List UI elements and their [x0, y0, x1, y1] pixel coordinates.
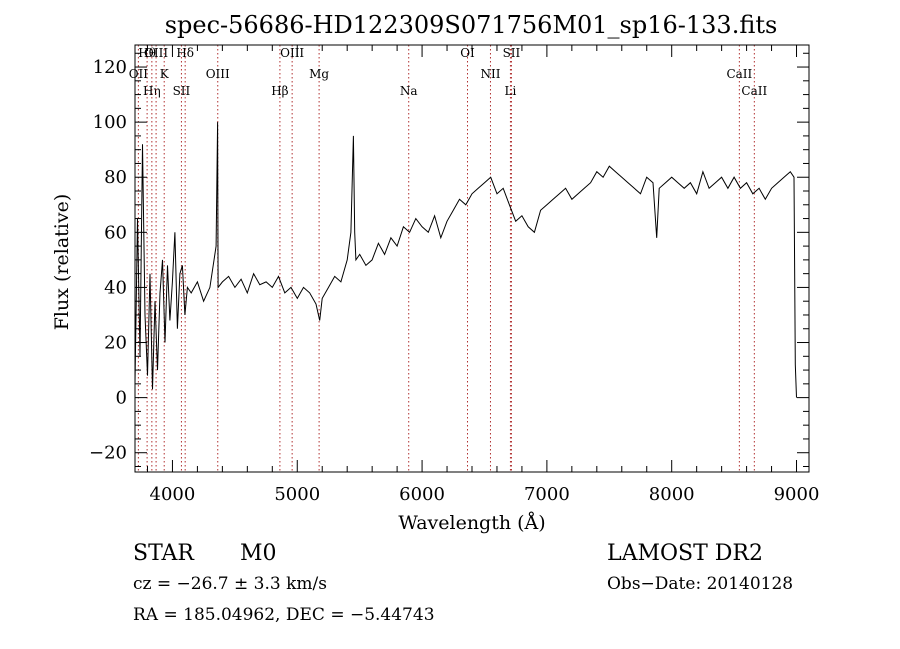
spectral-line-label: Hη	[143, 84, 161, 98]
obs-date-text: Obs−Date: 20140128	[607, 574, 793, 594]
survey-name: LAMOST DR2	[607, 541, 763, 566]
y-axis-label: Flux (relative)	[51, 194, 73, 331]
spectral-line-label: K	[160, 67, 170, 81]
spectral-line-label: Li	[505, 84, 517, 98]
spectral-line-label: OI	[460, 46, 475, 60]
object-class: STAR	[133, 541, 195, 566]
spectral-line-label: Na	[400, 84, 418, 98]
spectral-line-label: CaII	[741, 84, 767, 98]
chart-title: spec-56686-HD122309S071756M01_sp16-133.f…	[165, 11, 778, 39]
spectral-line-label: NII	[480, 67, 500, 81]
spectral-line-label: Hβ	[271, 84, 288, 98]
x-tick-label: 4000	[150, 484, 196, 505]
spectral-line-label: SII	[503, 46, 521, 60]
y-tick-label: 60	[104, 222, 127, 243]
flux-series-line	[134, 122, 797, 398]
spectral-line-label: CaII	[726, 67, 752, 81]
spectral-line-label: SII	[173, 84, 191, 98]
y-tick-label: 0	[116, 388, 127, 409]
spectral-line-markers: HθOIIHηOIIIKSIIHδOIIIHβOIIIMgNaOINIILiSI…	[129, 45, 767, 472]
spectral-line-label: OIII	[206, 67, 230, 81]
x-tick-label: 6000	[399, 484, 445, 505]
spectral-line-label: OII	[129, 67, 149, 81]
y-tick-label: 40	[104, 277, 127, 298]
object-subclass: M0	[240, 541, 277, 566]
y-tick-label: 80	[104, 167, 127, 188]
spectral-line-label: Mg	[309, 67, 329, 81]
x-tick-label: 8000	[649, 484, 695, 505]
y-tick-label: 120	[93, 57, 127, 78]
x-axis-label: Wavelength (Å)	[398, 512, 545, 534]
coordinates-text: RA = 185.04962, DEC = −5.44743	[133, 605, 435, 625]
axis-ticks: 4000 5000 6000 7000 8000 9000 −20 0 20 40 60 80 100 1…	[89, 45, 819, 505]
spectral-line-label: Hδ	[176, 46, 194, 60]
x-tick-label: 7000	[524, 484, 570, 505]
spectral-line-label: OIII	[280, 46, 304, 60]
plot-frame	[134, 44, 810, 473]
y-tick-label: −20	[89, 443, 127, 464]
spectral-line-label: OIII	[144, 46, 168, 60]
y-tick-label: 100	[93, 112, 127, 133]
x-tick-label: 9000	[774, 484, 820, 505]
y-tick-label: 20	[104, 333, 127, 354]
redshift-text: cz = −26.7 ± 3.3 km/s	[133, 574, 327, 594]
x-tick-label: 5000	[274, 484, 320, 505]
